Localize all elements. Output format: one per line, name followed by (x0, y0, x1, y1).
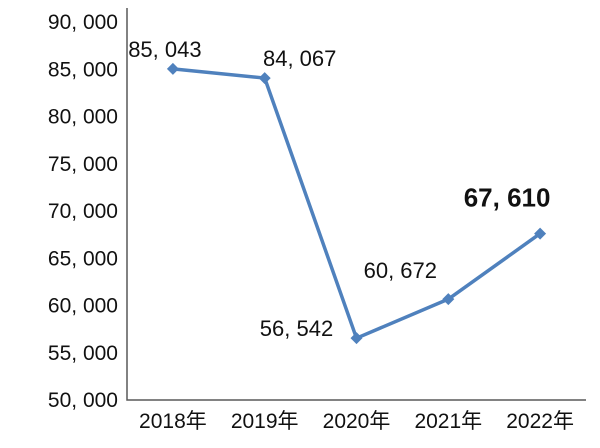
x-axis-category-label: 2022年 (506, 410, 574, 433)
y-axis-tick-label: 55, 000 (48, 342, 118, 365)
y-axis-tick-label: 85, 000 (48, 58, 118, 81)
x-axis-category-label: 2020年 (323, 410, 391, 433)
y-axis-tick-label: 90, 000 (48, 11, 118, 34)
axis-lines (126, 8, 586, 401)
x-axis-category-label: 2019年 (231, 410, 299, 433)
x-axis-category-label: 2018年 (139, 410, 207, 433)
y-axis-tick-label: 50, 000 (48, 389, 118, 412)
data-label: 84, 067 (263, 46, 336, 71)
data-point-marker (442, 293, 455, 306)
data-label-highlight: 67, 610 (464, 183, 551, 213)
data-point-marker (258, 72, 271, 85)
y-axis-tick-label: 60, 000 (48, 295, 118, 318)
data-label: 85, 043 (128, 37, 201, 62)
y-axis-tick-label: 65, 000 (48, 247, 118, 270)
data-point-marker (534, 227, 547, 240)
data-point-marker (350, 332, 363, 345)
y-axis-tick-label: 70, 000 (48, 200, 118, 223)
y-axis-tick-label: 80, 000 (48, 106, 118, 129)
data-point-marker (166, 62, 179, 75)
y-axis-tick-label: 75, 000 (48, 153, 118, 176)
data-label: 60, 672 (364, 258, 437, 283)
x-axis-category-label: 2021年 (414, 410, 482, 433)
data-label: 56, 542 (260, 316, 333, 341)
